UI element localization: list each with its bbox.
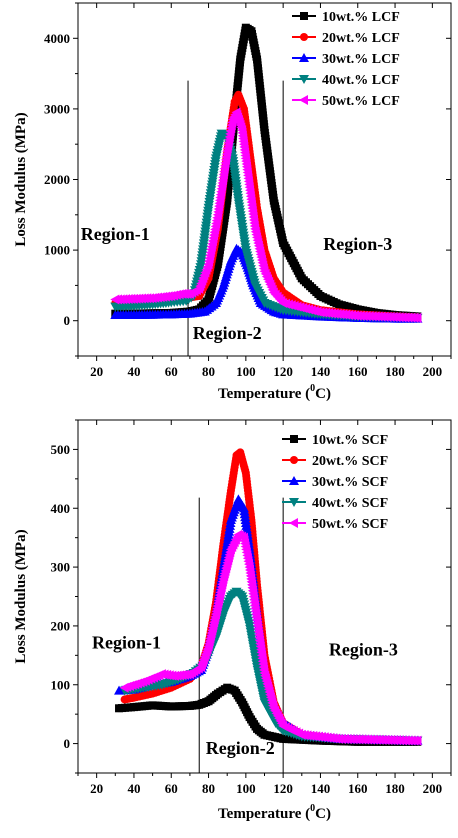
y-tick-label: 1000 (44, 243, 70, 258)
legend-marker (299, 53, 309, 62)
x-axis-title: Temperature (0C) (218, 383, 331, 402)
x-tick-label: 100 (236, 364, 256, 379)
legend-marker (290, 456, 298, 464)
x-tick-label: 60 (165, 781, 178, 796)
legend-item: 30wt.% LCF (292, 52, 400, 67)
y-tick-label: 0 (64, 736, 71, 751)
legend-item: 20wt.% LCF (292, 31, 400, 46)
series-40wt-scf (119, 587, 423, 746)
y-tick-label: 200 (51, 618, 71, 633)
y-tick-label: 4000 (44, 31, 70, 46)
x-tick-label: 120 (273, 364, 293, 379)
x-tick-label: 40 (127, 781, 140, 796)
legend-item: 30wt.% SCF (282, 475, 388, 490)
x-tick-label: 120 (273, 781, 293, 796)
x-axis-title: Temperature (0C) (218, 803, 331, 822)
x-tick-label: 200 (423, 364, 443, 379)
series-50wt-scf (119, 529, 422, 746)
y-tick-label: 3000 (44, 101, 70, 116)
x-tick-label: 160 (348, 364, 368, 379)
y-tick-label: 300 (51, 560, 71, 575)
legend-label: 40wt.% LCF (322, 73, 400, 88)
y-tick-label: 400 (51, 501, 71, 516)
region-label: Region-2 (193, 323, 262, 343)
x-tick-label: 140 (311, 364, 331, 379)
legend-item: 40wt.% LCF (292, 73, 400, 88)
x-tick-label: 160 (348, 781, 368, 796)
legend-item: 50wt.% SCF (282, 517, 388, 532)
x-tick-label: 40 (127, 364, 140, 379)
series-50wt-lcf (110, 107, 422, 323)
plot-frame (77, 419, 452, 774)
legend-label: 40wt.% SCF (312, 496, 388, 511)
legend-label: 30wt.% SCF (312, 475, 388, 490)
y-axis-title: Loss Modulus (MPa) (13, 529, 29, 663)
x-tick-label: 20 (90, 781, 103, 796)
x-tick-label: 140 (311, 781, 331, 796)
legend-label: 50wt.% SCF (312, 517, 388, 532)
y-tick-label: 0 (64, 313, 71, 328)
legend-marker (289, 518, 298, 528)
chart-panel-2: 20 40 60 80 100 120 140 160 180 200 0 100 200 300 400 5… (13, 419, 452, 822)
region-label: Region-1 (92, 632, 161, 652)
legend-label: 20wt.% LCF (322, 31, 400, 46)
legend-item: 20wt.% SCF (282, 454, 388, 469)
legend-label: 10wt.% SCF (312, 433, 388, 448)
x-tick-label: 60 (165, 364, 178, 379)
y-tick-label: 2000 (44, 172, 70, 187)
series-group (114, 448, 423, 746)
data-point (412, 312, 422, 323)
legend-item: 40wt.% SCF (282, 496, 388, 511)
data-point (412, 735, 422, 746)
legend-marker (289, 476, 299, 485)
x-tick-label: 80 (202, 781, 215, 796)
x-tick-label: 100 (236, 781, 256, 796)
region-label: Region-3 (323, 234, 392, 254)
x-tick-label: 180 (385, 364, 405, 379)
legend-label: 10wt.% LCF (322, 10, 400, 25)
legend-label: 30wt.% LCF (322, 52, 400, 67)
x-tick-label: 180 (385, 781, 405, 796)
legend-item: 10wt.% LCF (292, 10, 400, 25)
region-label: Region-2 (206, 738, 275, 758)
x-tick-label: 20 (90, 364, 103, 379)
series-group (110, 23, 423, 323)
legend-marker (289, 498, 299, 507)
legend: 10wt.% SCF 20wt.% SCF 30wt.% SCF 40wt.% SCF… (282, 433, 388, 532)
legend-item: 50wt.% LCF (292, 94, 400, 109)
legend-marker (299, 75, 309, 84)
legend-marker (290, 435, 298, 443)
y-axis-title: Loss Modulus (MPa) (13, 112, 29, 246)
legend-marker (299, 95, 308, 105)
legend-label: 50wt.% LCF (322, 94, 400, 109)
legend-label: 20wt.% SCF (312, 454, 388, 469)
legend-item: 10wt.% SCF (282, 433, 388, 448)
legend-marker (300, 33, 308, 41)
legend-marker (300, 12, 308, 20)
x-tick-label: 80 (202, 364, 215, 379)
region-label: Region-3 (329, 639, 398, 659)
x-tick-label: 200 (423, 781, 443, 796)
region-label: Region-1 (81, 224, 150, 244)
chart-panel-1: 20 40 60 80 100 120 140 160 180 20001000200030004… (13, 2, 452, 402)
y-tick-label: 500 (51, 442, 71, 457)
legend: 10wt.% LCF 20wt.% LCF 30wt.% LCF 40wt.% LCF… (292, 10, 400, 109)
y-tick-label: 100 (51, 677, 71, 692)
